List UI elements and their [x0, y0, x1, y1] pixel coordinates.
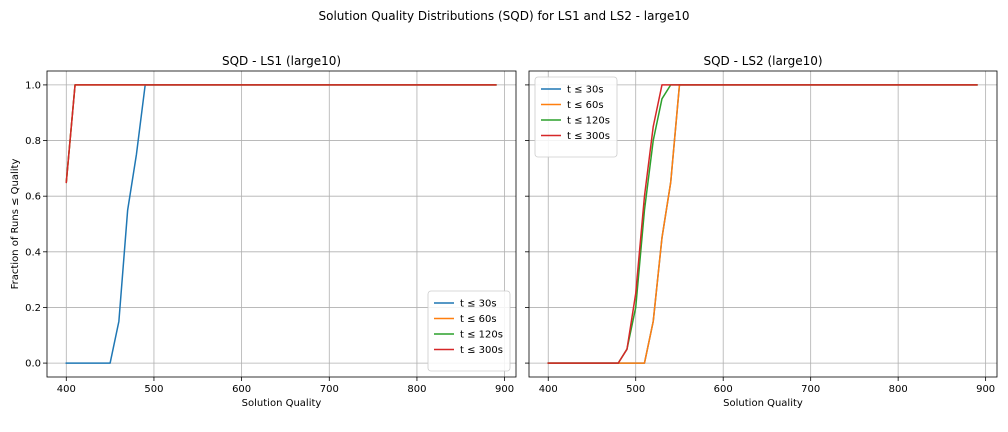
series-line-1: [65, 84, 497, 364]
chart-title: SQD - LS1 (large10): [222, 54, 341, 68]
x-tick-label: 900: [495, 384, 514, 395]
chart-panel-ls2: 400 500 600 700 800 900 SQD - LS2 (large10) Sol…: [525, 54, 998, 409]
chart-title: SQD - LS2 (large10): [703, 54, 822, 68]
legend-box: [427, 290, 511, 372]
x-tick-label: 600: [714, 384, 733, 395]
legend-label-2: t ≤ 60s: [567, 100, 604, 111]
axes-frame: [528, 70, 998, 378]
legend-label-3: t ≤ 120s: [460, 330, 503, 341]
legend-label-4: t ≤ 300s: [460, 345, 503, 356]
x-tick-label: 800: [889, 384, 908, 395]
y-tick-label: 0.4: [25, 247, 41, 258]
chart-panel-ls1: 400 500 600 700 800 900 0.0 0.2 0.4 0.6 0.8 1.0 SQD …: [10, 54, 517, 409]
y-tick-label: 0.8: [25, 136, 41, 147]
legend: t ≤ 30s t ≤ 60s t ≤ 120s t ≤ 300s: [534, 76, 618, 158]
x-tick-label: 400: [57, 384, 76, 395]
x-tick-label: 700: [801, 384, 820, 395]
x-tick-label: 500: [626, 384, 645, 395]
y-tick-label: 1.0: [25, 80, 41, 91]
y-tick-label: 0.6: [25, 192, 41, 203]
series-line-2: [547, 84, 978, 364]
x-axis-label: Solution Quality: [723, 398, 803, 409]
figure-suptitle: Solution Quality Distributions (SQD) for…: [319, 9, 690, 23]
series-line-4: [547, 84, 978, 364]
x-axis-label: Solution Quality: [242, 398, 322, 409]
x-tick-label: 500: [144, 384, 163, 395]
series-line-4: [65, 84, 497, 184]
legend-label-2: t ≤ 60s: [460, 314, 497, 325]
axes-frame: [46, 70, 517, 378]
legend: t ≤ 30s t ≤ 60s t ≤ 120s t ≤ 300s: [427, 290, 511, 372]
legend-label-1: t ≤ 30s: [460, 299, 497, 310]
x-tick-label: 700: [320, 384, 339, 395]
legend-label-3: t ≤ 120s: [567, 116, 610, 127]
x-tick-label: 800: [407, 384, 426, 395]
legend-label-4: t ≤ 300s: [567, 131, 610, 142]
x-tick-label: 600: [232, 384, 251, 395]
legend-box: [534, 76, 618, 158]
x-tick-label: 400: [539, 384, 558, 395]
y-tick-label: 0.2: [25, 303, 41, 314]
y-tick-label: 0.0: [25, 359, 41, 370]
y-axis-label: Fraction of Runs ≤ Quality: [10, 159, 21, 290]
legend-label-1: t ≤ 30s: [567, 85, 604, 96]
x-tick-label: 900: [976, 384, 995, 395]
